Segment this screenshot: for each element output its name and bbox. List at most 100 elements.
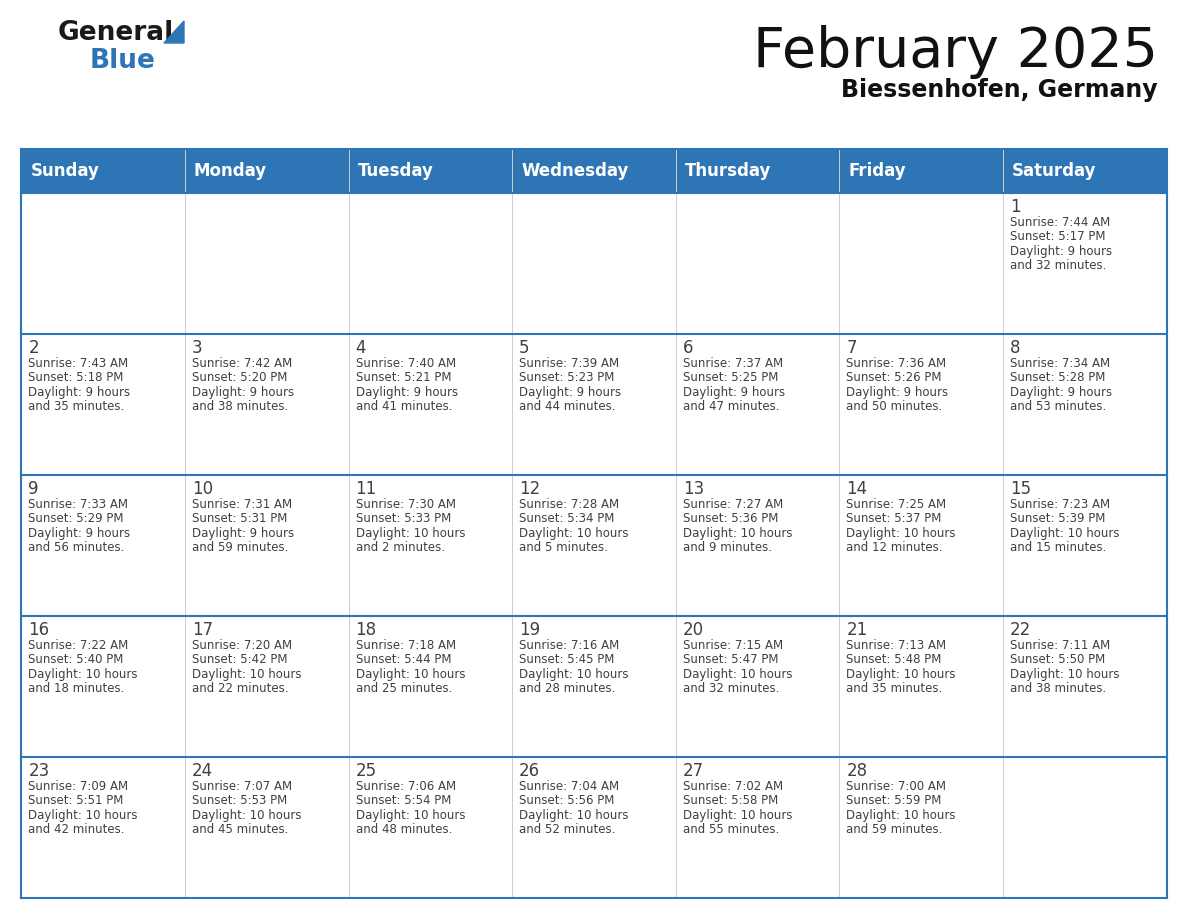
- Text: Sunset: 5:29 PM: Sunset: 5:29 PM: [29, 512, 124, 525]
- Text: Sunset: 5:56 PM: Sunset: 5:56 PM: [519, 794, 614, 807]
- Text: 10: 10: [192, 480, 213, 498]
- Text: 2: 2: [29, 339, 39, 357]
- Text: 7: 7: [846, 339, 857, 357]
- Text: 8: 8: [1010, 339, 1020, 357]
- Text: Sunset: 5:20 PM: Sunset: 5:20 PM: [192, 371, 287, 385]
- Text: Daylight: 10 hours: Daylight: 10 hours: [846, 527, 956, 540]
- Text: and 32 minutes.: and 32 minutes.: [683, 682, 779, 695]
- Text: Daylight: 10 hours: Daylight: 10 hours: [355, 527, 465, 540]
- Text: and 38 minutes.: and 38 minutes.: [192, 400, 289, 413]
- Text: and 45 minutes.: and 45 minutes.: [192, 823, 289, 836]
- Text: Sunrise: 7:42 AM: Sunrise: 7:42 AM: [192, 357, 292, 370]
- Text: 28: 28: [846, 762, 867, 779]
- Text: Sunset: 5:21 PM: Sunset: 5:21 PM: [355, 371, 451, 385]
- Text: and 59 minutes.: and 59 minutes.: [192, 542, 289, 554]
- Text: 17: 17: [192, 621, 213, 639]
- Text: Sunset: 5:31 PM: Sunset: 5:31 PM: [192, 512, 287, 525]
- Bar: [512, 149, 676, 193]
- Bar: [21, 475, 1167, 616]
- Text: Sunset: 5:51 PM: Sunset: 5:51 PM: [29, 794, 124, 807]
- Text: Sunrise: 7:44 AM: Sunrise: 7:44 AM: [1010, 216, 1111, 229]
- Text: and 5 minutes.: and 5 minutes.: [519, 542, 608, 554]
- Text: and 53 minutes.: and 53 minutes.: [1010, 400, 1106, 413]
- Text: 15: 15: [1010, 480, 1031, 498]
- Text: Sunset: 5:25 PM: Sunset: 5:25 PM: [683, 371, 778, 385]
- Text: 3: 3: [192, 339, 203, 357]
- Text: Daylight: 9 hours: Daylight: 9 hours: [1010, 386, 1112, 398]
- Text: Sunrise: 7:27 AM: Sunrise: 7:27 AM: [683, 498, 783, 510]
- Text: Daylight: 10 hours: Daylight: 10 hours: [29, 809, 138, 822]
- Text: Sunrise: 7:18 AM: Sunrise: 7:18 AM: [355, 639, 456, 652]
- Bar: [185, 149, 348, 193]
- Text: Sunset: 5:54 PM: Sunset: 5:54 PM: [355, 794, 451, 807]
- Bar: [21, 334, 1167, 475]
- Bar: [1003, 149, 1167, 193]
- Text: and 35 minutes.: and 35 minutes.: [29, 400, 125, 413]
- Text: Daylight: 9 hours: Daylight: 9 hours: [519, 386, 621, 398]
- Text: Tuesday: Tuesday: [358, 162, 434, 180]
- Text: 24: 24: [192, 762, 213, 779]
- Text: Daylight: 9 hours: Daylight: 9 hours: [683, 386, 785, 398]
- Text: Saturday: Saturday: [1012, 162, 1097, 180]
- Text: Sunrise: 7:02 AM: Sunrise: 7:02 AM: [683, 779, 783, 793]
- Text: and 59 minutes.: and 59 minutes.: [846, 823, 943, 836]
- Text: 22: 22: [1010, 621, 1031, 639]
- Text: 20: 20: [683, 621, 704, 639]
- Text: Sunset: 5:33 PM: Sunset: 5:33 PM: [355, 512, 450, 525]
- Text: Daylight: 9 hours: Daylight: 9 hours: [355, 386, 457, 398]
- Text: Daylight: 10 hours: Daylight: 10 hours: [683, 809, 792, 822]
- Text: Daylight: 10 hours: Daylight: 10 hours: [846, 809, 956, 822]
- Text: and 2 minutes.: and 2 minutes.: [355, 542, 444, 554]
- Text: 26: 26: [519, 762, 541, 779]
- Text: and 9 minutes.: and 9 minutes.: [683, 542, 772, 554]
- Text: Sunrise: 7:28 AM: Sunrise: 7:28 AM: [519, 498, 619, 510]
- Text: Sunrise: 7:15 AM: Sunrise: 7:15 AM: [683, 639, 783, 652]
- Text: Sunrise: 7:04 AM: Sunrise: 7:04 AM: [519, 779, 619, 793]
- Text: Sunset: 5:17 PM: Sunset: 5:17 PM: [1010, 230, 1106, 243]
- Text: Wednesday: Wednesday: [522, 162, 628, 180]
- Text: and 28 minutes.: and 28 minutes.: [519, 682, 615, 695]
- Text: Sunrise: 7:06 AM: Sunrise: 7:06 AM: [355, 779, 456, 793]
- Text: Sunset: 5:18 PM: Sunset: 5:18 PM: [29, 371, 124, 385]
- Text: Sunset: 5:40 PM: Sunset: 5:40 PM: [29, 654, 124, 666]
- Text: and 47 minutes.: and 47 minutes.: [683, 400, 779, 413]
- Text: Daylight: 10 hours: Daylight: 10 hours: [683, 667, 792, 681]
- Text: Sunrise: 7:31 AM: Sunrise: 7:31 AM: [192, 498, 292, 510]
- Text: Daylight: 10 hours: Daylight: 10 hours: [519, 809, 628, 822]
- Bar: [21, 756, 1167, 898]
- Text: Sunset: 5:34 PM: Sunset: 5:34 PM: [519, 512, 614, 525]
- Text: and 56 minutes.: and 56 minutes.: [29, 542, 125, 554]
- Text: Sunrise: 7:33 AM: Sunrise: 7:33 AM: [29, 498, 128, 510]
- Text: Sunset: 5:23 PM: Sunset: 5:23 PM: [519, 371, 614, 385]
- Text: Daylight: 10 hours: Daylight: 10 hours: [355, 667, 465, 681]
- Text: Monday: Monday: [194, 162, 267, 180]
- Text: Biessenhofen, Germany: Biessenhofen, Germany: [841, 78, 1158, 102]
- Text: Sunset: 5:44 PM: Sunset: 5:44 PM: [355, 654, 451, 666]
- Text: Sunset: 5:28 PM: Sunset: 5:28 PM: [1010, 371, 1105, 385]
- Text: Thursday: Thursday: [684, 162, 771, 180]
- Text: 14: 14: [846, 480, 867, 498]
- Text: Daylight: 10 hours: Daylight: 10 hours: [29, 667, 138, 681]
- Text: Sunrise: 7:07 AM: Sunrise: 7:07 AM: [192, 779, 292, 793]
- Text: Blue: Blue: [90, 48, 156, 74]
- Text: and 25 minutes.: and 25 minutes.: [355, 682, 451, 695]
- Text: Sunrise: 7:00 AM: Sunrise: 7:00 AM: [846, 779, 947, 793]
- Text: Daylight: 9 hours: Daylight: 9 hours: [846, 386, 948, 398]
- Text: 21: 21: [846, 621, 867, 639]
- Text: 4: 4: [355, 339, 366, 357]
- Text: Sunrise: 7:30 AM: Sunrise: 7:30 AM: [355, 498, 455, 510]
- Text: and 52 minutes.: and 52 minutes.: [519, 823, 615, 836]
- Text: Daylight: 10 hours: Daylight: 10 hours: [192, 809, 302, 822]
- Bar: [676, 149, 840, 193]
- Text: and 41 minutes.: and 41 minutes.: [355, 400, 453, 413]
- Text: Sunrise: 7:22 AM: Sunrise: 7:22 AM: [29, 639, 128, 652]
- Text: and 48 minutes.: and 48 minutes.: [355, 823, 451, 836]
- Text: Sunrise: 7:20 AM: Sunrise: 7:20 AM: [192, 639, 292, 652]
- Text: General: General: [58, 20, 175, 46]
- Text: and 44 minutes.: and 44 minutes.: [519, 400, 615, 413]
- Text: 1: 1: [1010, 197, 1020, 216]
- Text: Sunset: 5:45 PM: Sunset: 5:45 PM: [519, 654, 614, 666]
- Text: Sunset: 5:59 PM: Sunset: 5:59 PM: [846, 794, 942, 807]
- Text: Sunset: 5:58 PM: Sunset: 5:58 PM: [683, 794, 778, 807]
- Text: Friday: Friday: [848, 162, 906, 180]
